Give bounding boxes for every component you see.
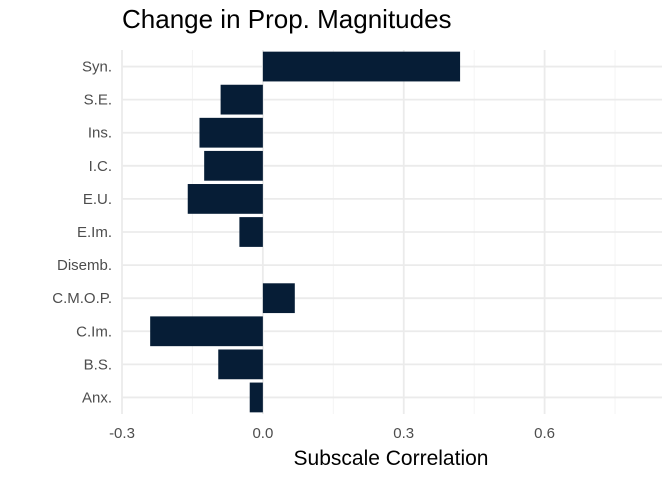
bar-s-e bbox=[220, 84, 263, 115]
y-tick-label: E.U. bbox=[83, 191, 112, 208]
bar-c-im bbox=[150, 316, 263, 347]
bar-b-s bbox=[218, 349, 263, 380]
x-tick-label: 0.6 bbox=[534, 425, 555, 442]
x-tick-label: -0.3 bbox=[109, 425, 135, 442]
bar-e-u bbox=[187, 184, 263, 214]
chart-title: Change in Prop. Magnitudes bbox=[122, 4, 452, 34]
y-tick-label: Disemb. bbox=[57, 257, 112, 274]
y-tick-label: Syn. bbox=[82, 59, 112, 76]
grid-lines bbox=[121, 50, 662, 414]
y-axis-tick-labels: Syn. S.E. Ins. I.C. E.U. E.Im. Disemb. C.M.O.P.… bbox=[52, 59, 112, 407]
y-tick-label: B.S. bbox=[84, 356, 112, 373]
y-tick-label: Anx. bbox=[82, 389, 112, 406]
bar-ins bbox=[199, 117, 263, 148]
x-axis-title: Subscale Correlation bbox=[294, 447, 489, 470]
x-axis-tick-labels: -0.3 0.0 0.3 0.6 bbox=[109, 425, 555, 442]
y-tick-label: E.Im. bbox=[77, 224, 112, 241]
y-tick-label: C.Im. bbox=[76, 323, 112, 340]
bar-c-m-o-p bbox=[262, 283, 295, 314]
y-tick-label: Ins. bbox=[88, 125, 112, 142]
y-tick-label: S.E. bbox=[84, 92, 112, 109]
x-tick-label: 0.0 bbox=[252, 425, 273, 442]
y-tick-label: I.C. bbox=[89, 158, 112, 175]
x-tick-label: 0.3 bbox=[393, 425, 414, 442]
bar-syn bbox=[262, 51, 461, 82]
bar-e-im bbox=[239, 217, 263, 247]
y-tick-label: C.M.O.P. bbox=[52, 290, 112, 307]
bars bbox=[150, 51, 461, 413]
bar-i-c bbox=[204, 150, 263, 181]
bar-anx bbox=[249, 382, 263, 413]
